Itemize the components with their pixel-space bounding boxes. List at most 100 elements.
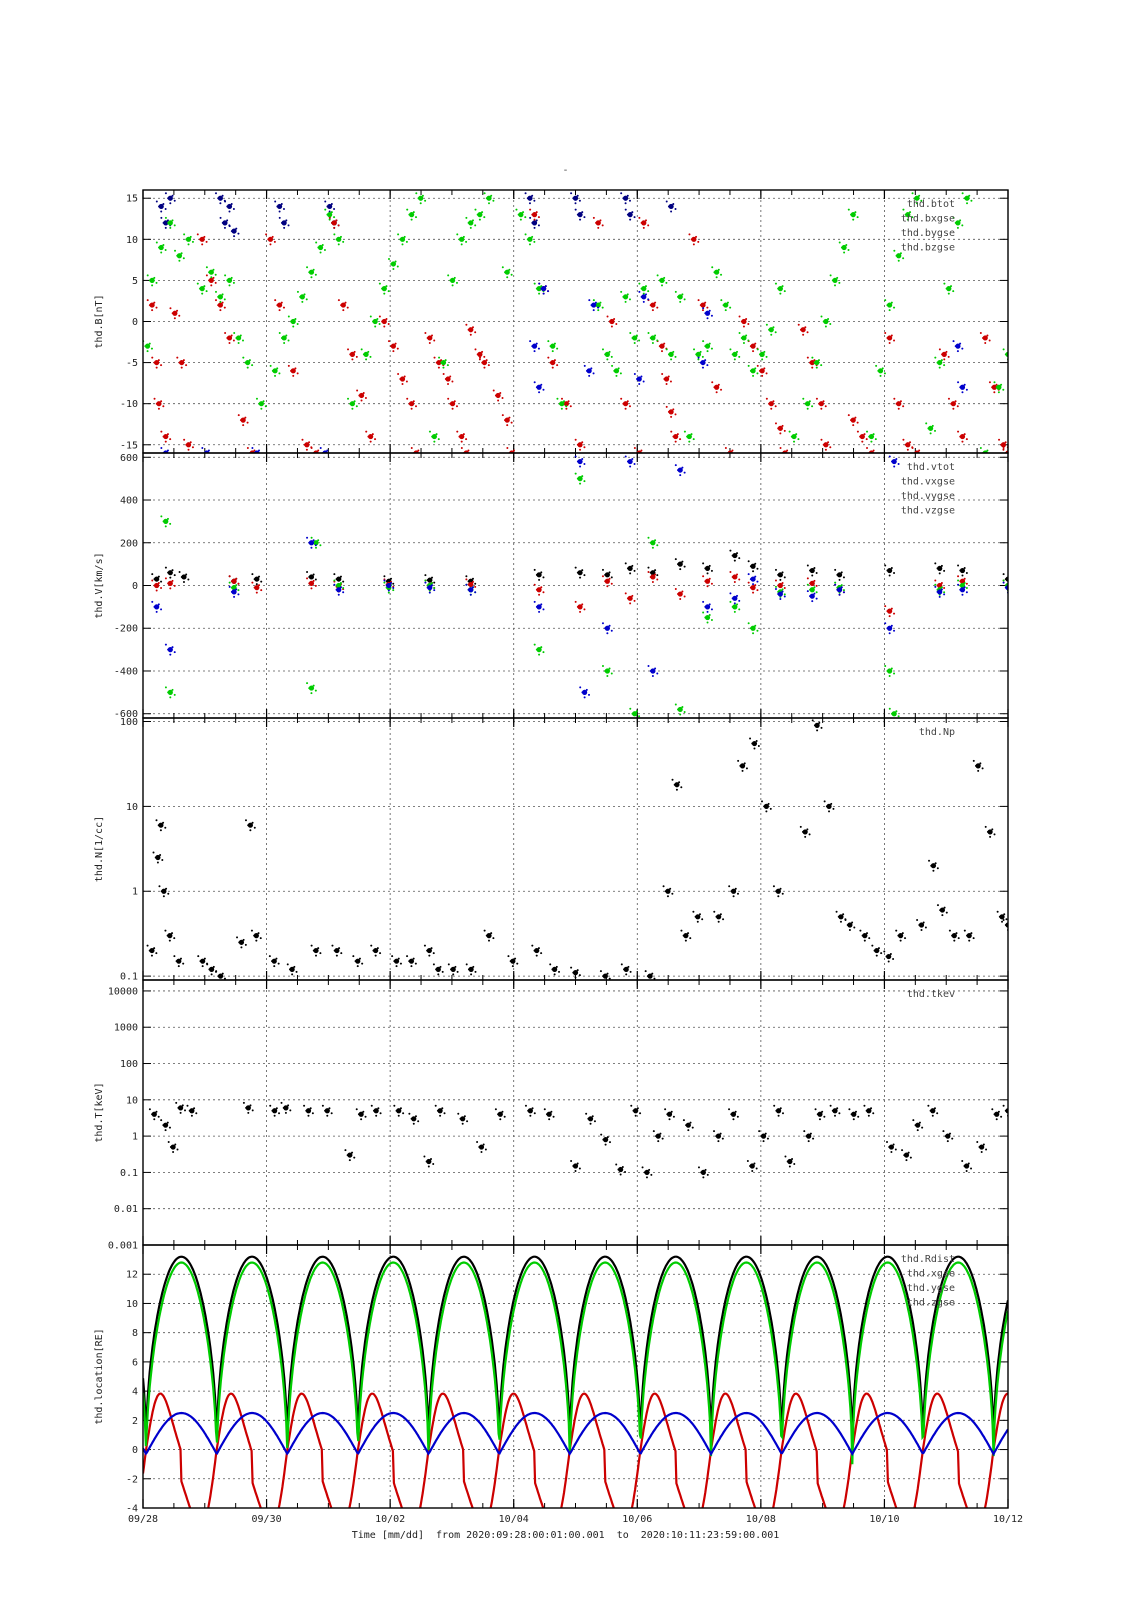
data-point [397,373,400,376]
data-point [538,653,541,656]
data-point [415,192,418,195]
data-point [720,388,723,391]
data-point [671,892,674,895]
data-point [1000,443,1003,446]
data-point [394,342,397,345]
data-point [588,299,591,302]
data-point [715,1135,718,1138]
data-point [850,1113,853,1116]
data-point [333,573,336,576]
data-point [838,281,841,284]
data-point [839,920,842,923]
data-point [600,1133,603,1136]
data-point [469,226,472,229]
data-point [408,402,411,405]
data-point [487,364,490,367]
data-point [547,340,550,343]
data-point [974,764,977,767]
data-point [180,252,183,255]
data-point [553,342,556,345]
data-point [228,341,231,344]
data-point [710,347,713,350]
data-point [687,1129,690,1132]
data-point [779,292,782,295]
data-point [406,208,409,211]
data-point [163,433,169,440]
data-point [206,963,209,966]
data-point [888,574,891,577]
data-point [868,937,871,940]
data-point [654,573,657,576]
data-point [488,939,490,942]
data-point [533,199,536,202]
data-point [890,607,893,610]
data-point [528,243,531,246]
data-point [758,369,761,372]
data-point [661,373,664,376]
data-point [337,299,340,302]
data-point [468,220,474,226]
data-point [927,427,930,430]
data-point [887,960,890,963]
data-point [221,194,224,197]
data-point [777,1114,780,1117]
data-point [945,1133,951,1139]
data-point [993,391,996,394]
data-point [306,266,309,269]
data-point [818,721,821,724]
data-point [427,585,433,591]
data-point [761,358,764,361]
data-point [847,208,850,211]
y-tick-label: -2 [126,1474,138,1485]
data-point [433,587,436,589]
data-point [360,399,363,402]
data-point [467,221,470,224]
data-point [447,274,450,277]
data-point [943,591,946,594]
data-point [551,350,554,353]
data-point [178,314,181,317]
data-point [582,689,588,695]
data-point [710,582,713,585]
data-point [151,1111,157,1117]
data-point [738,599,741,602]
data-point [750,368,756,374]
data-point [940,586,943,589]
data-point [164,1129,167,1132]
data-point [615,323,618,325]
data-point [774,282,777,285]
data-point [208,277,214,284]
data-point [155,819,158,822]
data-point [732,895,735,898]
data-point [579,218,582,221]
data-point [628,298,631,301]
data-point [747,339,750,342]
data-point [806,356,809,359]
data-point [168,939,171,942]
data-point [891,458,897,465]
data-point [589,1122,592,1125]
data-point [581,441,584,444]
data-point [253,578,256,581]
data-point [626,194,629,197]
data-point [553,973,556,976]
data-point [281,335,287,341]
y-tick-label: 5 [132,276,138,287]
data-point [998,438,1001,441]
data-point [1011,356,1013,358]
data-point [714,384,720,390]
data-point [576,443,579,446]
data-point [372,1109,375,1112]
data-point [292,374,295,377]
data-point [763,803,769,809]
data-point [968,194,971,197]
data-point [176,253,183,259]
data-point [185,238,188,241]
legend-entry: thd.btot [907,199,955,210]
data-point [677,294,683,300]
data-point [289,966,295,972]
data-point [896,401,902,407]
data-point [708,564,711,567]
y-tick-label: 10 [126,235,138,246]
